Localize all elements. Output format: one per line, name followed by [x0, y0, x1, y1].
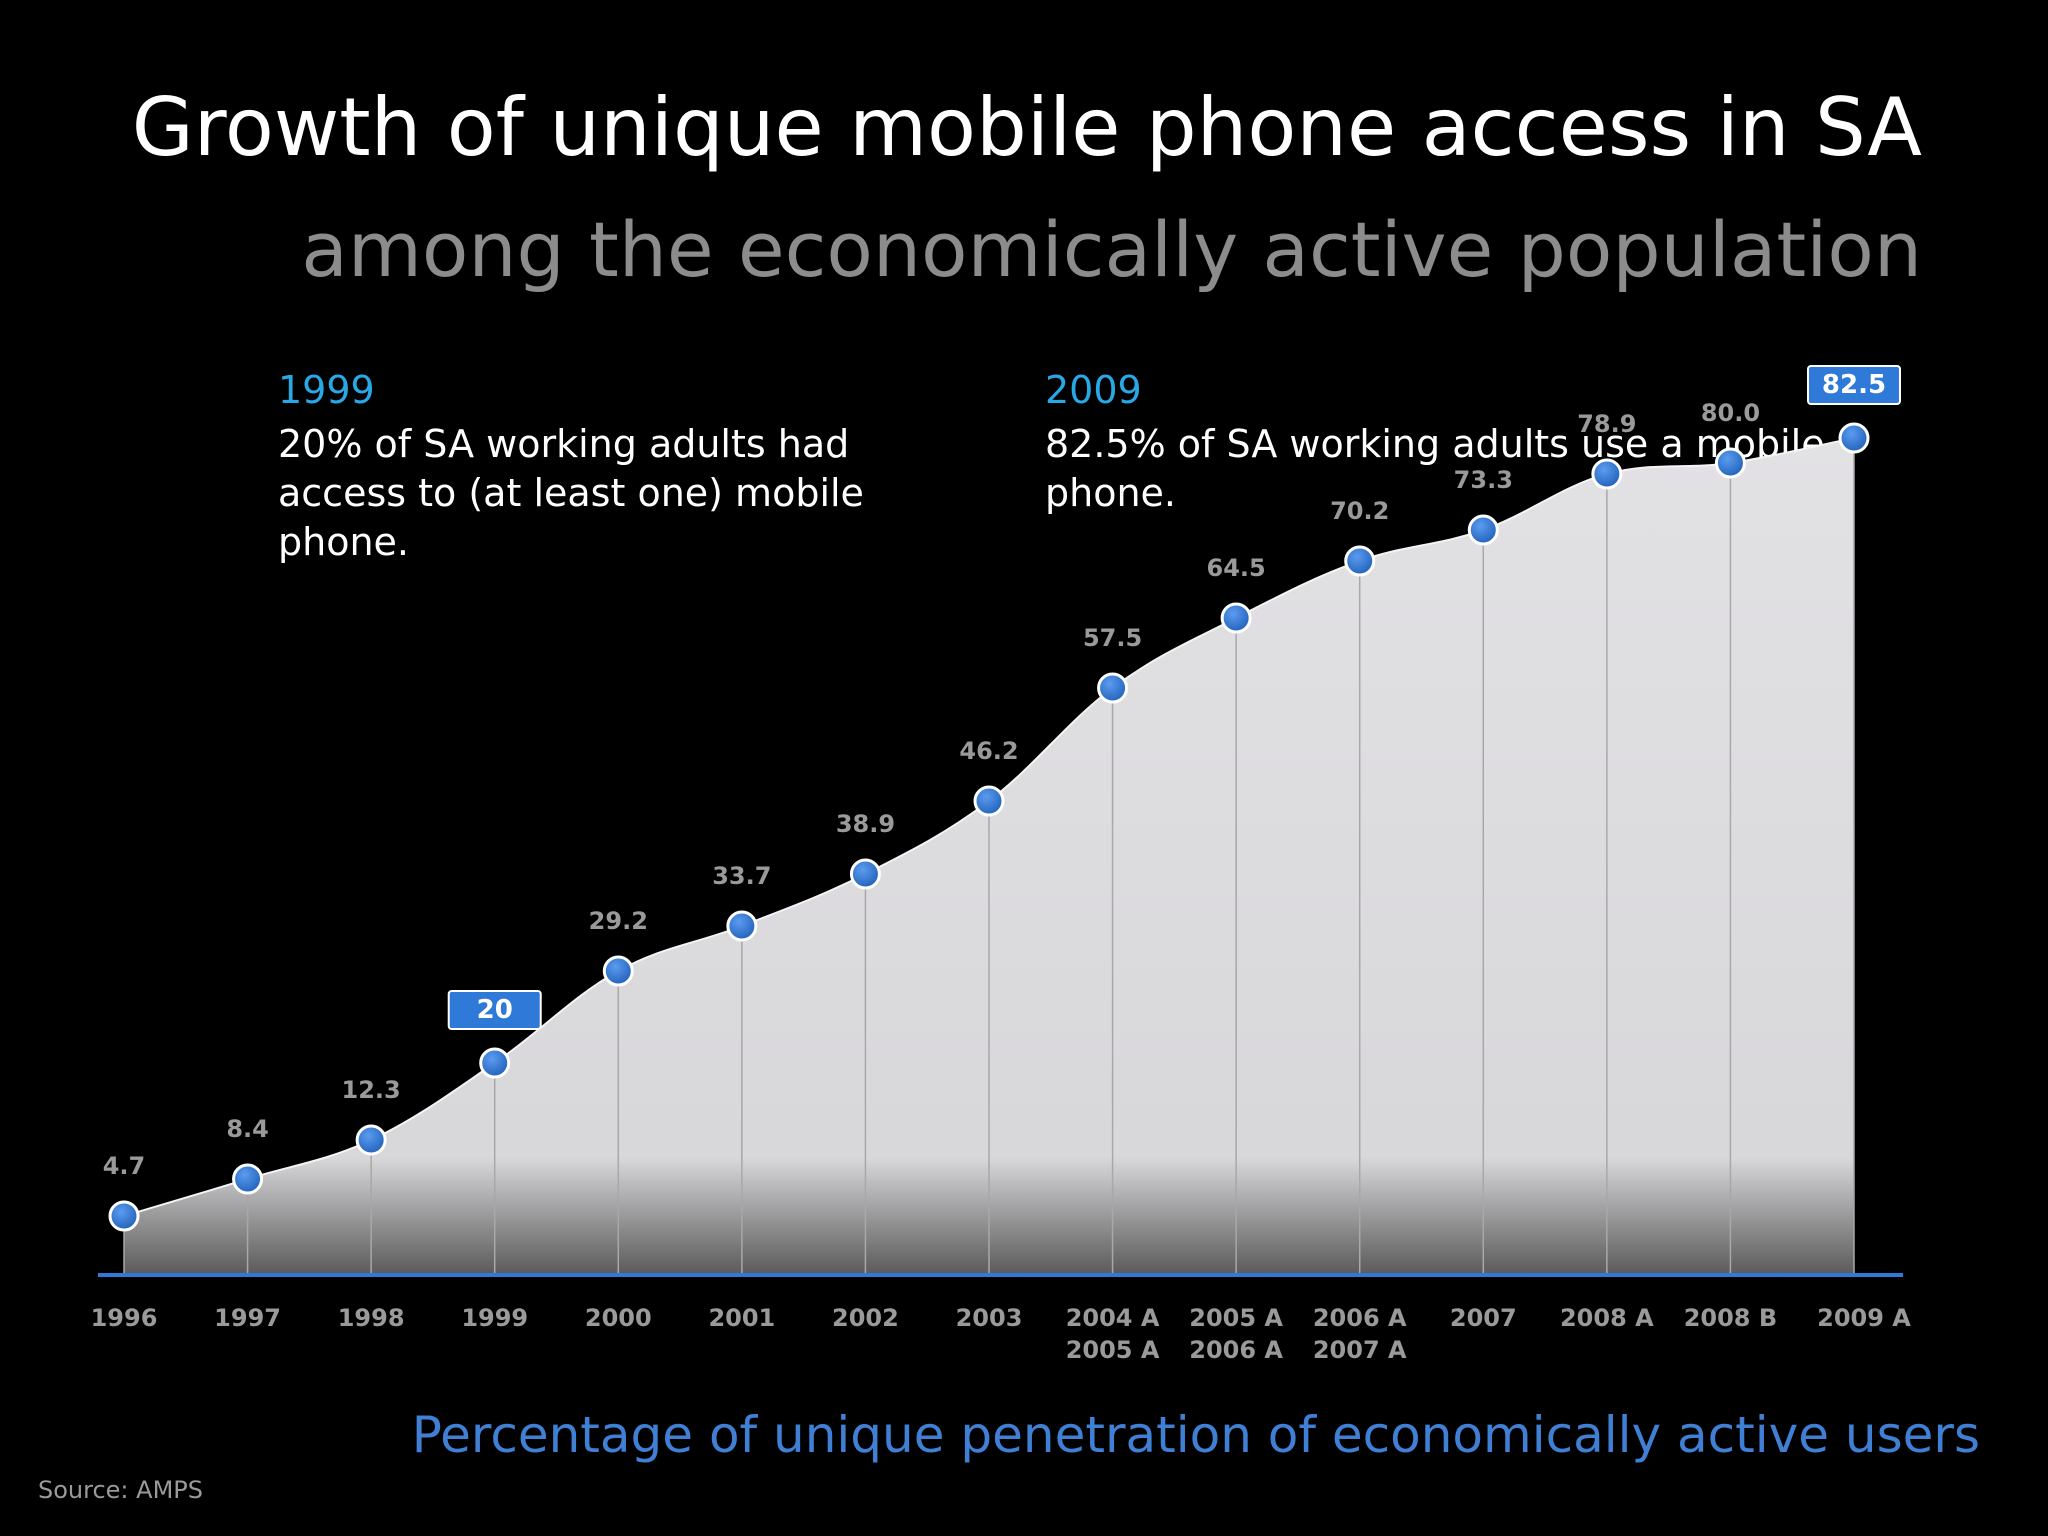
x-tick-label: 1998 — [338, 1304, 405, 1332]
source-note: Source: AMPS — [38, 1476, 203, 1504]
data-point-marker — [108, 1200, 140, 1232]
value-label: 73.3 — [1454, 466, 1513, 494]
data-point-marker — [232, 1163, 264, 1195]
value-label: 46.2 — [959, 737, 1018, 765]
highlighted-value-label: 20 — [447, 990, 542, 1030]
callout-1999: 1999 20% of SA working adults had access… — [278, 368, 978, 568]
data-point-marker — [355, 1124, 387, 1156]
x-tick-label: 1996 — [91, 1304, 158, 1332]
x-tick-label: 2007 — [1450, 1304, 1517, 1332]
x-tick-layer: 1996 1997 1998 1999 2000 2001 2002 2003 2004 A 20… — [91, 1304, 1912, 1364]
data-point-marker — [1714, 447, 1746, 479]
highlight-box — [1807, 365, 1901, 405]
value-label: 80.0 — [1701, 399, 1760, 427]
data-point-marker — [1591, 458, 1623, 490]
x-tick-label: 2003 — [956, 1304, 1023, 1332]
value-label: 12.3 — [342, 1076, 401, 1104]
value-label-text: 20 — [477, 995, 513, 1025]
x-tick-label: 2002 — [832, 1304, 899, 1332]
value-label: 33.7 — [712, 862, 771, 890]
value-label-layer: 4.7 8.4 12.3 20 29.2 33.7 38.9 46.2 57.5 64.5 70.2… — [103, 365, 1901, 1180]
value-label-text: 82.5 — [1822, 370, 1886, 400]
callout-2009: 2009 82.5% of SA working adults use a mo… — [1045, 368, 1845, 518]
x-tick-label: 2008 B — [1684, 1304, 1777, 1332]
x-tick-label: 1997 — [214, 1304, 281, 1332]
value-label: 29.2 — [589, 907, 648, 935]
x-tick-label: 2001 — [708, 1304, 775, 1332]
highlight-box — [447, 990, 542, 1030]
penetration-chart: 4.7 8.4 12.3 20 29.2 33.7 38.9 46.2 57.5 64.5 70.2… — [91, 365, 1912, 1364]
x-tick-label: 2006 A 2007 A — [1313, 1304, 1407, 1364]
data-point-marker — [1097, 672, 1129, 704]
highlighted-value-label: 82.5 — [1807, 365, 1901, 405]
callout-year: 2009 — [1045, 368, 1142, 412]
chart-caption: Percentage of unique penetration of econ… — [411, 1406, 1980, 1464]
x-tick-label: 2005 A 2006 A — [1189, 1304, 1283, 1364]
data-point-marker — [726, 910, 758, 942]
data-point-marker — [1220, 602, 1252, 634]
value-label: 70.2 — [1330, 497, 1389, 525]
x-tick-label: 2000 — [585, 1304, 652, 1332]
x-tick-label: 2004 A 2005 A — [1066, 1304, 1160, 1364]
x-tick-label: 2009 A — [1817, 1304, 1911, 1332]
callout-year: 1999 — [278, 368, 375, 412]
value-label: 8.4 — [226, 1115, 269, 1143]
data-point-marker — [1344, 545, 1376, 577]
slide-title: Growth of unique mobile phone access in … — [131, 81, 1922, 174]
value-label: 38.9 — [836, 810, 895, 838]
data-point-marker — [1467, 514, 1499, 546]
data-point-marker — [479, 1047, 511, 1079]
data-point-marker — [602, 955, 634, 987]
data-point-marker — [849, 858, 881, 890]
value-label: 64.5 — [1207, 554, 1266, 582]
value-label: 57.5 — [1083, 624, 1142, 652]
value-label: 4.7 — [103, 1152, 146, 1180]
callout-text: 20% of SA working adults had access to (… — [278, 421, 864, 565]
callout-text: 82.5% of SA working adults use a mobile … — [1045, 421, 1825, 515]
data-point-marker — [1838, 422, 1870, 454]
x-tick-label: 1999 — [461, 1304, 528, 1332]
data-point-marker — [973, 785, 1005, 817]
stem-layer — [123, 438, 1855, 1275]
value-label: 78.9 — [1577, 410, 1636, 438]
slide-subtitle: among the economically active population — [301, 205, 1922, 294]
x-tick-label: 2008 A — [1560, 1304, 1654, 1332]
marker-layer — [108, 422, 1870, 1232]
